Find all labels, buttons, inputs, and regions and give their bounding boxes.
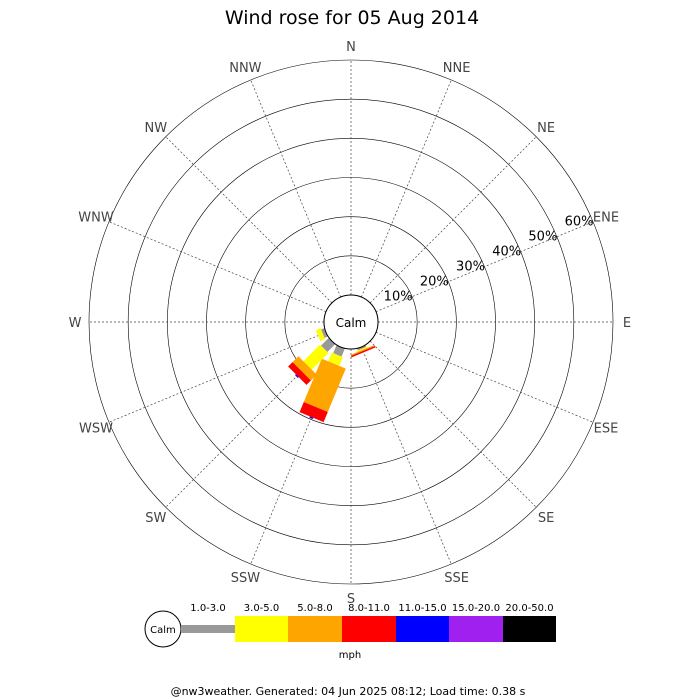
legend-label-8-0-11-0: 8.0-11.0 <box>348 603 390 614</box>
speed-legend: Calm 1.0-3.0 3.0-5.0 5.0-8.0 8.0-11.0 11.0-1… <box>144 603 556 648</box>
spoke-se <box>369 340 537 508</box>
unit-label: mph <box>339 650 361 661</box>
direction-label-nw: NW <box>145 121 168 136</box>
spoke-ssw <box>250 346 341 565</box>
bar-sse-8-0-11-0 <box>350 345 376 358</box>
direction-label-s: S <box>347 592 355 607</box>
legend-calm-label: Calm <box>150 625 176 636</box>
legend-label-1-0-3-0: 1.0-3.0 <box>190 603 225 614</box>
bar-ssw-3-0-5-0 <box>328 352 343 366</box>
direction-label-wnw: WNW <box>78 210 114 225</box>
bar-ssw-5-0-8-0 <box>303 358 346 412</box>
direction-label-ese: ESE <box>594 422 619 437</box>
wind-bars <box>288 328 376 423</box>
bar-wsw-1-0-3-0 <box>321 328 328 338</box>
direction-label-n: N <box>346 40 356 55</box>
grid-circle-20 <box>245 216 457 428</box>
bar-ssw-8-0-11-0 <box>299 402 328 423</box>
grid-circle-10 <box>284 255 418 389</box>
legend-swatch-8-0-11-0 <box>342 616 396 642</box>
legend-label-5-0-8-0: 5.0-8.0 <box>297 603 332 614</box>
spoke-nw <box>165 136 333 304</box>
direction-label-sw: SW <box>145 511 166 526</box>
legend-swatch-20-0-50-0 <box>503 616 556 642</box>
bar-sw-3-0-5-0 <box>303 344 329 370</box>
direction-label-wsw: WSW <box>79 422 113 437</box>
radial-tick-label-60: 60% <box>565 215 594 230</box>
grid-circle-60 <box>88 59 614 585</box>
direction-label-ssw: SSW <box>231 571 261 586</box>
direction-label-sse: SSE <box>444 571 469 586</box>
spoke-sse <box>361 346 452 565</box>
spoke-ne <box>369 136 537 304</box>
calm-circle: Calm <box>323 294 379 350</box>
bar-wsw-3-0-5-0 <box>315 328 326 342</box>
radial-tick-label-20: 20% <box>420 275 449 290</box>
legend-label-11-0-15-0: 11.0-15.0 <box>398 603 446 614</box>
spoke-ese <box>375 332 594 423</box>
legend-swatch-5-0-8-0 <box>288 616 342 642</box>
direction-label-ene: ENE <box>593 210 619 225</box>
grid-circle-50 <box>127 98 575 546</box>
spoke-wsw <box>108 332 327 423</box>
spoke-ene <box>375 221 594 312</box>
polar-grid <box>88 59 614 585</box>
radial-tick-labels: 10% 20% 30% 40% 50% 60% <box>384 215 594 305</box>
legend-label-15-0-20-0: 15.0-20.0 <box>452 603 500 614</box>
bar-sw-1-0-3-0 <box>320 337 336 353</box>
legend-swatch-15-0-20-0 <box>449 616 503 642</box>
legend-label-20-0-50-0: 20.0-50.0 <box>505 603 553 614</box>
radial-tick-label-50: 50% <box>528 230 557 245</box>
spoke-sw <box>165 340 333 508</box>
direction-label-se: SE <box>538 511 554 526</box>
spoke-wnw <box>108 221 327 312</box>
bar-sw-5-0-8-0 <box>292 356 317 381</box>
spoke-nnw <box>250 79 341 298</box>
radial-tick-label-40: 40% <box>492 245 521 260</box>
direction-label-e: E <box>623 316 631 331</box>
bar-ssw-1-0-3-0 <box>333 345 345 357</box>
spoke-nne <box>361 79 452 298</box>
legend-swatch-11-0-15-0 <box>396 616 449 642</box>
legend-swatch-1-0-3-0 <box>181 625 235 633</box>
bar-sw-8-0-11-0 <box>288 362 311 385</box>
radial-tick-label-30: 30% <box>456 260 485 275</box>
radial-tick-label-10: 10% <box>384 290 413 305</box>
direction-label-nne: NNE <box>443 61 471 76</box>
bar-sw-11-0-15-0 <box>295 374 299 378</box>
footer-text: @nw3weather. Generated: 04 Jun 2025 08:1… <box>171 685 526 698</box>
chart-title: Wind rose for 05 Aug 2014 <box>225 7 479 29</box>
direction-label-nnw: NNW <box>229 61 261 76</box>
direction-label-w: W <box>69 316 82 331</box>
direction-label-ne: NE <box>537 121 555 136</box>
legend-swatch-3-0-5-0 <box>235 616 288 642</box>
legend-label-3-0-5-0: 3.0-5.0 <box>244 603 279 614</box>
direction-labels: N NNE NE ENE E ESE SE SSE S SSW SW WSW W WNW NW NNW <box>69 40 632 607</box>
calm-label: Calm <box>336 316 367 330</box>
